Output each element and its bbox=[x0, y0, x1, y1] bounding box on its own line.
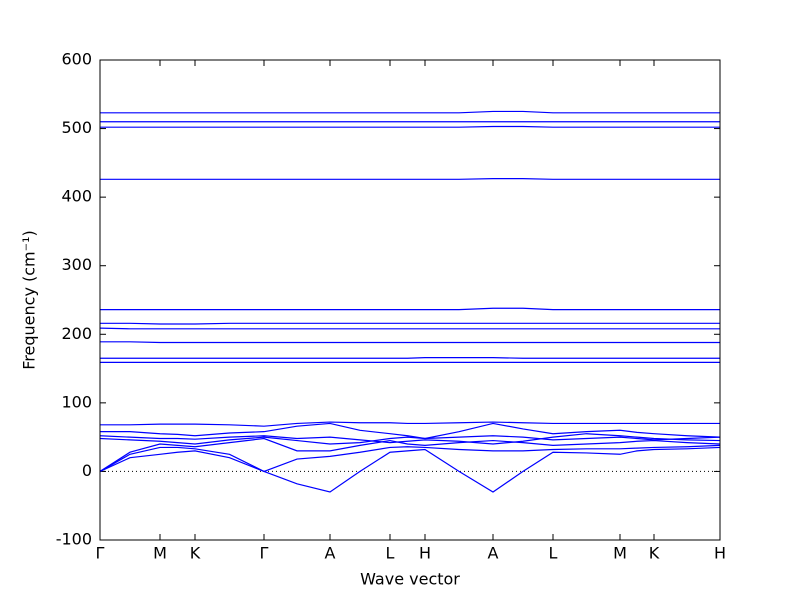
x-tick-label: H bbox=[419, 544, 431, 563]
band-line bbox=[99, 446, 721, 493]
band-line bbox=[100, 322, 720, 325]
y-tick-label: 0 bbox=[82, 461, 92, 480]
x-tick-label: H bbox=[714, 544, 726, 563]
x-tick-label: Γ bbox=[260, 544, 269, 563]
band-line bbox=[100, 341, 720, 344]
y-tick-label: 400 bbox=[61, 187, 92, 206]
band-line bbox=[100, 422, 721, 440]
y-tick-label: -100 bbox=[56, 530, 92, 549]
x-tick-label: M bbox=[153, 544, 167, 563]
x-tick-label: A bbox=[325, 544, 336, 563]
x-tick-label: M bbox=[613, 544, 627, 563]
x-tick-label: L bbox=[549, 544, 558, 563]
band-line bbox=[100, 110, 720, 114]
band-line bbox=[100, 307, 720, 311]
plot-frame bbox=[99, 59, 721, 541]
band-line bbox=[99, 433, 721, 445]
y-axis-label: Frequency (cm⁻¹) bbox=[20, 230, 39, 369]
x-tick-label: Γ bbox=[96, 544, 105, 563]
x-axis-label: Wave vector bbox=[360, 570, 460, 589]
x-tick-label: K bbox=[190, 544, 201, 563]
x-tick-label: L bbox=[386, 544, 395, 563]
band-line bbox=[99, 327, 720, 330]
y-tick-label: 500 bbox=[61, 118, 92, 137]
y-tick-label: 100 bbox=[61, 392, 92, 411]
band-line bbox=[100, 125, 720, 128]
y-tick-label: 300 bbox=[61, 255, 92, 274]
y-tick-label: 600 bbox=[61, 50, 92, 69]
x-tick-label: K bbox=[649, 544, 660, 563]
x-tick-label: A bbox=[488, 544, 499, 563]
y-tick-label: 200 bbox=[61, 324, 92, 343]
band-line bbox=[100, 178, 720, 180]
band-line bbox=[99, 444, 721, 473]
band-line bbox=[100, 421, 720, 427]
band-line bbox=[99, 435, 721, 445]
band-line bbox=[100, 357, 720, 359]
band-line bbox=[99, 437, 721, 472]
